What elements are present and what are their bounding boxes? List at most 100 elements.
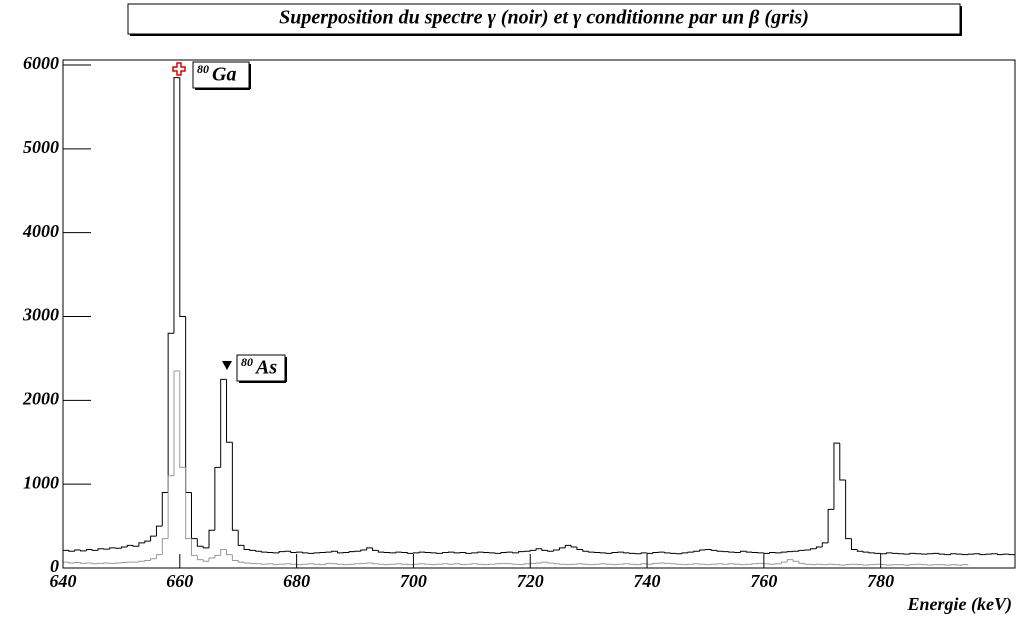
histogram-step <box>407 552 414 554</box>
histogram-step <box>529 549 537 552</box>
title-box <box>127 3 961 35</box>
x-tick-label: 760 <box>750 571 777 591</box>
histogram-step <box>827 508 834 543</box>
plot-frame <box>62 59 1016 569</box>
histogram-step <box>453 552 461 554</box>
peak-marker <box>172 62 186 76</box>
histogram-step <box>179 371 186 468</box>
histogram-step <box>769 551 776 554</box>
histogram-step <box>301 552 309 554</box>
y-tick-label: 0 <box>50 556 59 576</box>
histogram-step <box>144 540 151 543</box>
histogram-step <box>360 549 367 552</box>
histogram-step <box>372 562 379 565</box>
histogram-step <box>185 467 192 540</box>
histogram-step <box>611 551 618 554</box>
x-tick-label: 780 <box>867 571 894 591</box>
histogram-step <box>938 553 945 555</box>
histogram-step <box>144 559 151 562</box>
histogram-step <box>97 548 104 551</box>
y-tick-label: 1000 <box>23 472 59 492</box>
histogram-step <box>348 551 356 553</box>
histogram-step <box>372 547 379 551</box>
histogram-step <box>996 553 1004 556</box>
histogram-step <box>640 552 648 554</box>
histogram-step <box>909 552 916 555</box>
histogram-step <box>62 561 69 568</box>
histogram-step <box>792 559 799 562</box>
histogram-step <box>161 492 169 527</box>
histogram-step <box>80 562 87 564</box>
annotation-text: Ga <box>212 64 236 86</box>
histogram-step <box>798 549 805 552</box>
histogram-step <box>623 552 630 554</box>
histogram-step <box>150 535 157 542</box>
annotation-box <box>236 354 286 382</box>
histogram-step <box>500 551 507 554</box>
histogram-step <box>582 549 589 552</box>
histogram-step <box>652 562 659 565</box>
histogram-step <box>231 554 239 561</box>
peak-marker <box>222 361 232 370</box>
histogram-step <box>739 550 747 553</box>
histogram-step <box>570 545 577 548</box>
chart-title: Superposition du spectre γ (noir) et γ c… <box>279 7 809 29</box>
histogram-step <box>366 547 373 550</box>
histogram-step <box>798 561 805 564</box>
histogram-step <box>272 563 280 566</box>
histogram-step <box>716 550 723 552</box>
histogram-step <box>214 554 221 558</box>
histogram-step <box>138 542 145 547</box>
histogram-step <box>173 370 180 476</box>
histogram-step <box>196 555 204 561</box>
histogram-step <box>138 560 145 563</box>
y-tick-label: 6000 <box>23 53 59 73</box>
histogram-step <box>862 551 869 553</box>
histogram-step <box>558 547 566 550</box>
histogram-step <box>576 547 583 551</box>
histogram-step <box>518 551 525 553</box>
annotation-text: As <box>254 357 277 379</box>
histogram-step <box>220 549 227 556</box>
histogram-step <box>693 550 700 553</box>
histogram-step <box>780 551 788 553</box>
histogram-step <box>331 550 338 553</box>
histogram-step <box>856 549 864 552</box>
histogram-step <box>804 563 811 565</box>
histogram-step <box>564 544 572 548</box>
histogram-step <box>868 552 875 554</box>
histogram-step <box>85 549 93 551</box>
histogram-step <box>541 548 548 551</box>
histogram-step <box>664 552 671 554</box>
histogram-step <box>214 466 221 531</box>
histogram-step <box>652 551 659 554</box>
histogram-step <box>243 545 250 551</box>
annotation-superscript: 80 <box>241 355 253 369</box>
histogram-step <box>395 551 402 553</box>
histogram-step <box>681 552 688 554</box>
histogram-step <box>553 549 560 552</box>
histogram-step <box>190 538 198 556</box>
histogram-step <box>109 547 116 550</box>
histogram-step <box>290 551 297 553</box>
x-tick-label: 740 <box>634 571 661 591</box>
histogram-step <box>786 559 794 563</box>
x-tick-label: 640 <box>50 571 77 591</box>
histogram-step <box>208 557 215 562</box>
x-tick-label: 700 <box>400 571 427 591</box>
histogram-step <box>523 563 531 565</box>
histogram-step <box>161 538 169 555</box>
histogram-step <box>687 551 694 553</box>
histogram-step <box>541 561 548 563</box>
histogram-step <box>202 559 210 562</box>
x-axis-label: Energie (keV) <box>907 594 1012 615</box>
y-tick-label: 5000 <box>23 137 59 157</box>
histogram-step <box>512 552 519 554</box>
histogram-step <box>202 546 210 549</box>
histogram-step <box>243 562 250 564</box>
histogram-step <box>547 550 554 552</box>
histogram-step <box>173 77 180 334</box>
histogram-step <box>68 550 75 552</box>
histogram-step <box>155 554 163 559</box>
histogram-step <box>699 549 706 552</box>
